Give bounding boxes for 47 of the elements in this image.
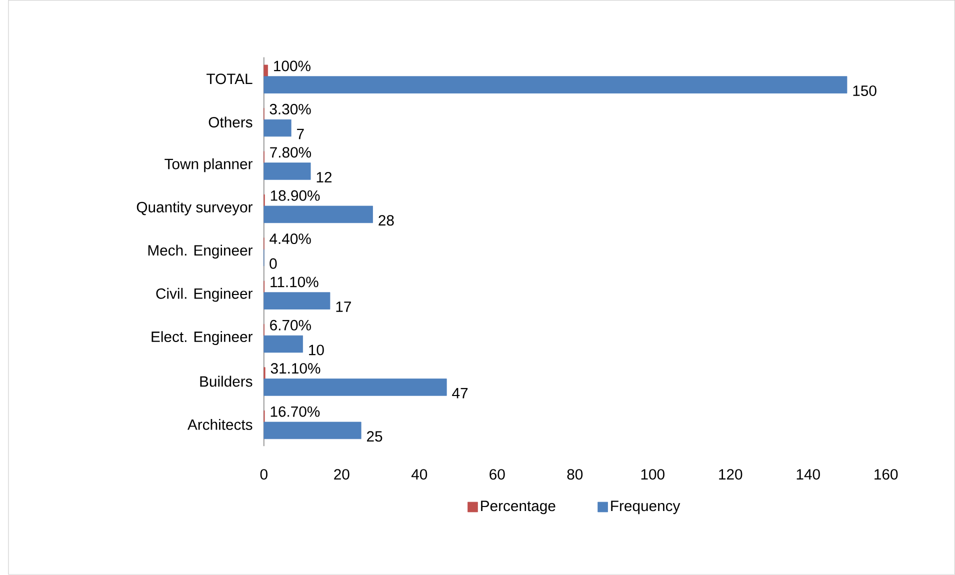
bar (264, 378, 447, 396)
bar (264, 292, 330, 310)
data-label: 7 (297, 128, 304, 140)
data-label: 16.70% (270, 406, 320, 417)
x-tick-label: 40 (411, 469, 428, 480)
data-label: 47 (452, 388, 468, 398)
data-label: 18.90% (270, 190, 320, 201)
data-label: 10 (309, 344, 324, 356)
y-tick-label: TOTAL (206, 74, 252, 84)
data-label: 11.10% (270, 276, 318, 288)
x-tick-label: 60 (490, 469, 505, 480)
bar (264, 206, 373, 224)
y-tick-label: Mech. Engineer (148, 244, 253, 259)
legend-label: Percentage (481, 500, 556, 514)
data-label: 0 (270, 258, 277, 269)
y-tick-label: Elect. Engineer (152, 331, 253, 346)
y-tick-label: Town planner (164, 158, 253, 172)
x-tick-label: 80 (567, 469, 583, 480)
data-label: 28 (378, 215, 394, 226)
legend-label: Frequency (611, 500, 680, 514)
data-label: 6.70% (270, 320, 311, 331)
bar (264, 64, 268, 78)
bar (264, 162, 311, 180)
x-tick-label: 100 (641, 469, 664, 480)
x-tick-label: 0 (260, 469, 268, 480)
x-tick-label: 160 (874, 469, 898, 480)
y-tick-label: Civil. Engineer (156, 288, 253, 302)
data-label: 100% (274, 60, 310, 72)
bar (264, 119, 292, 137)
data-label: 31.10% (270, 363, 320, 374)
bar (264, 422, 362, 440)
data-label: 12 (316, 172, 332, 182)
bar (264, 76, 848, 94)
data-label: 150 (853, 86, 876, 96)
bar (264, 336, 303, 353)
y-tick-label: Architects (188, 419, 252, 430)
x-tick-label: 20 (334, 469, 350, 480)
x-tick-label: 120 (719, 469, 742, 480)
y-tick-label: Others (208, 116, 252, 128)
x-tick-label: 140 (796, 469, 820, 480)
y-tick-label: Quantity surveyor (136, 202, 253, 216)
data-label: 7.80% (270, 147, 312, 158)
data-label: 25 (366, 431, 382, 442)
y-tick-label: Builders (200, 376, 252, 387)
data-label: 17 (336, 302, 351, 312)
data-label: 4.40% (270, 234, 311, 244)
data-label: 3.30% (270, 104, 311, 115)
